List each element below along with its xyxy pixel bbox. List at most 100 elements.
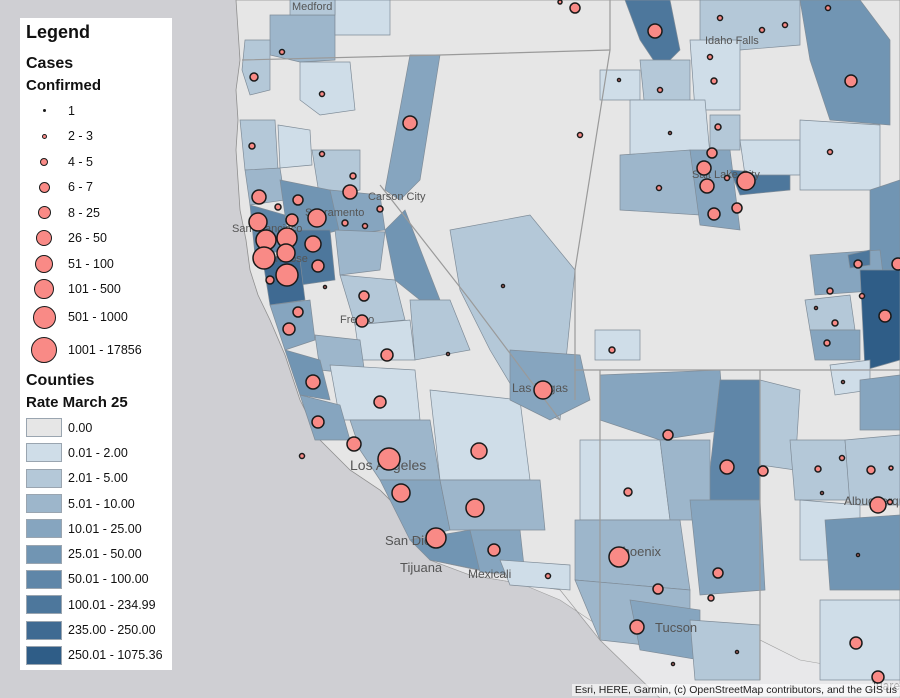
case-circle — [282, 322, 296, 336]
case-symbol-icon — [40, 157, 48, 166]
case-class-label: 2 - 3 — [68, 129, 94, 144]
rate-swatch — [26, 418, 62, 438]
case-circle — [391, 483, 411, 503]
rate-class-label: 10.01 - 25.00 — [68, 521, 142, 536]
case-class-row: 501 - 1000 — [26, 302, 172, 332]
rate-class-row: 100.01 - 234.99 — [26, 592, 172, 617]
case-circle — [826, 148, 834, 156]
case-circle — [355, 314, 369, 328]
case-class-row: 1001 - 17856 — [26, 332, 172, 368]
case-circle — [826, 287, 834, 295]
county-polygons — [239, 0, 900, 681]
case-circle — [655, 184, 663, 192]
case-circle — [731, 202, 743, 214]
place-label-tucson: Tucson — [655, 620, 697, 635]
case-circle — [652, 583, 664, 595]
case-circle — [616, 77, 622, 83]
case-symbol-icon — [35, 254, 53, 273]
rate-class-label: 100.01 - 234.99 — [68, 597, 156, 612]
case-circle — [707, 594, 715, 602]
case-circle — [274, 203, 282, 211]
rate-swatch — [26, 443, 62, 463]
case-circle — [831, 319, 839, 327]
case-circle — [844, 74, 858, 88]
case-circle — [248, 212, 268, 232]
case-circle — [275, 263, 299, 287]
case-circle — [445, 351, 451, 357]
rate-swatch — [26, 645, 62, 665]
case-circle — [736, 171, 756, 191]
case-circle — [376, 205, 384, 213]
case-circle — [667, 130, 673, 136]
case-class-row: 8 - 25 — [26, 200, 172, 226]
case-class-label: 501 - 1000 — [68, 310, 128, 324]
case-circle — [380, 348, 394, 362]
rate-class-label: 25.01 - 50.00 — [68, 547, 142, 562]
case-symbol-icon — [32, 305, 56, 329]
case-circle — [298, 452, 306, 460]
rate-class-label: 235.00 - 250.00 — [68, 623, 156, 638]
case-circle — [849, 636, 863, 650]
cases-class-list: 1 2 - 3 4 - 5 6 - 7 8 - 25 26 - 50 51 - 100 101… — [26, 98, 172, 368]
rate-class-row: 0.01 - 2.00 — [26, 440, 172, 465]
case-circle — [608, 346, 616, 354]
rate-class-label: 50.01 - 100.00 — [68, 572, 149, 587]
case-circle — [304, 235, 322, 253]
case-circle — [781, 21, 789, 29]
case-class-row: 6 - 7 — [26, 175, 172, 201]
rate-swatch — [26, 468, 62, 488]
case-circle — [647, 23, 663, 39]
case-circle — [377, 447, 401, 471]
state-borders — [241, 0, 900, 680]
case-class-row: 2 - 3 — [26, 124, 172, 150]
case-symbol-icon — [41, 133, 47, 139]
case-circle — [307, 208, 327, 228]
case-symbol-icon — [38, 181, 50, 193]
case-circle — [341, 219, 349, 227]
case-circle — [871, 670, 885, 684]
case-circle — [662, 429, 674, 441]
case-circle — [840, 379, 846, 385]
place-label-carson-city: Carson City — [368, 191, 426, 203]
case-circle — [278, 48, 286, 56]
case-circle — [813, 305, 819, 311]
case-circle — [706, 147, 718, 159]
rate-class-row: 2.01 - 5.00 — [26, 466, 172, 491]
case-circle — [706, 53, 714, 61]
case-circle — [696, 160, 712, 176]
case-circle — [252, 246, 276, 270]
case-circle — [322, 284, 328, 290]
legend-panel: Legend Cases Confirmed 1 2 - 3 4 - 5 6 - 7 8… — [20, 18, 172, 670]
case-circle — [470, 442, 488, 460]
case-circle — [248, 142, 256, 150]
case-circle — [878, 309, 892, 323]
case-class-row: 1 — [26, 98, 172, 124]
rate-class-label: 0.01 - 2.00 — [68, 445, 128, 460]
case-circle — [670, 661, 676, 667]
case-circle — [710, 77, 718, 85]
case-class-label: 1 — [68, 103, 75, 118]
counties-subtitle: Rate March 25 — [26, 394, 128, 411]
case-circles[interactable] — [248, 0, 900, 684]
case-circle — [318, 90, 326, 98]
case-circle — [251, 189, 267, 205]
case-circle — [855, 552, 861, 558]
case-circle — [292, 306, 304, 318]
cases-title: Cases — [26, 55, 74, 72]
rate-class-row: 25.01 - 50.00 — [26, 541, 172, 566]
case-circle — [249, 72, 259, 82]
rate-class-row: 5.01 - 10.00 — [26, 491, 172, 516]
case-symbol-icon — [31, 337, 57, 363]
case-circle — [758, 26, 766, 34]
case-circle — [886, 498, 894, 506]
case-circle — [656, 86, 664, 94]
case-circle — [819, 490, 825, 496]
case-circle — [719, 459, 735, 475]
case-circle — [888, 465, 894, 471]
case-circle — [361, 222, 369, 230]
case-circle — [734, 649, 740, 655]
counties-title: Counties — [26, 372, 95, 389]
rate-class-label: 0.00 — [68, 420, 93, 435]
case-symbol-icon — [36, 230, 52, 247]
